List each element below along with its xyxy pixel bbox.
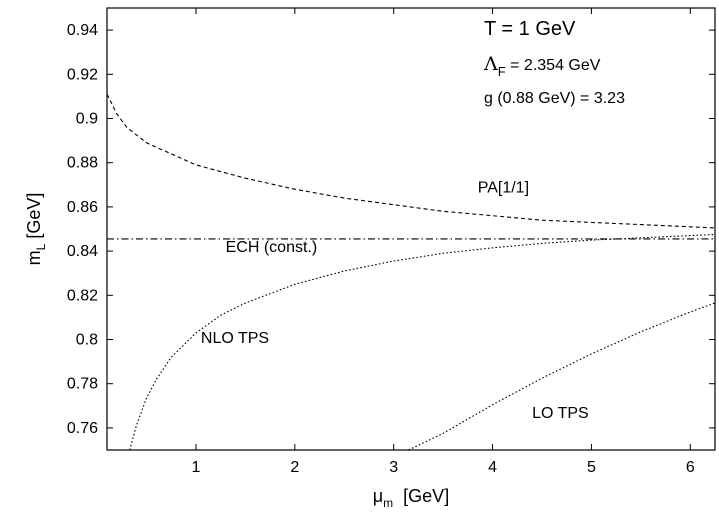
y-tick-label: 0.76 xyxy=(67,420,98,437)
lambda-symbol: Λ xyxy=(483,53,498,75)
series-lo-tps-line xyxy=(408,302,716,451)
y-tick-label: 0.84 xyxy=(67,243,98,260)
series-layer xyxy=(106,93,716,451)
x-tick-label: 1 xyxy=(192,459,201,476)
x-tick-label: 4 xyxy=(488,459,497,476)
x-tick-label: 2 xyxy=(290,459,299,476)
y-tick-label: 0.9 xyxy=(76,111,98,128)
x-axis-label-unit: [GeV] xyxy=(403,486,449,506)
x-tick-label: 5 xyxy=(587,459,596,476)
curve-labels: PA[1/1] ECH (const.) NLO TPS LO TPS xyxy=(201,180,589,422)
x-tick-label: 3 xyxy=(389,459,398,476)
x-axis-label: μm [GeV] xyxy=(373,486,449,510)
y-tick-label: 0.78 xyxy=(67,376,98,393)
plot-frame xyxy=(106,7,716,451)
curve-label-pa-1-1: PA[1/1] xyxy=(478,180,529,197)
y-axis-label-unit: [GeV] xyxy=(24,193,44,239)
y-axis-label-symbol: m xyxy=(24,250,44,265)
curve-label-lo-tps: LO TPS xyxy=(532,405,589,422)
lambda-value: = 2.354 GeV xyxy=(506,57,601,74)
curve-label-nlo-tps: NLO TPS xyxy=(201,330,269,347)
y-tick-label: 0.94 xyxy=(67,22,98,39)
y-axis-label-sub: L xyxy=(34,243,48,250)
y-tick-label: 0.8 xyxy=(76,332,98,349)
x-tick-label: 6 xyxy=(686,459,695,476)
series-pa-1-1-line xyxy=(106,93,716,229)
ticks: 1 2 3 4 5 6 0.76 0.78 0.8 0.82 0.84 0.86 0.88 0.9 0.92… xyxy=(67,8,715,476)
curve-label-ech-const: ECH (const.) xyxy=(226,239,318,256)
y-tick-label: 0.82 xyxy=(67,287,98,304)
y-axis-label: mL [GeV] xyxy=(24,193,48,266)
lambda-subscript: F xyxy=(498,64,506,79)
x-axis-label-symbol: μ xyxy=(373,486,383,506)
y-tick-label: 0.88 xyxy=(67,155,98,172)
y-tick-label: 0.86 xyxy=(67,199,98,216)
axes xyxy=(106,7,716,451)
annotation-coupling: g (0.88 GeV) = 3.23 xyxy=(484,90,625,107)
annotation-lambda: ΛF = 2.354 GeV xyxy=(483,53,601,79)
annotation-temperature: T = 1 GeV xyxy=(484,18,576,40)
series-nlo-tps-line xyxy=(129,233,716,451)
y-tick-label: 0.92 xyxy=(67,66,98,83)
x-axis-label-sub: m xyxy=(383,496,393,510)
